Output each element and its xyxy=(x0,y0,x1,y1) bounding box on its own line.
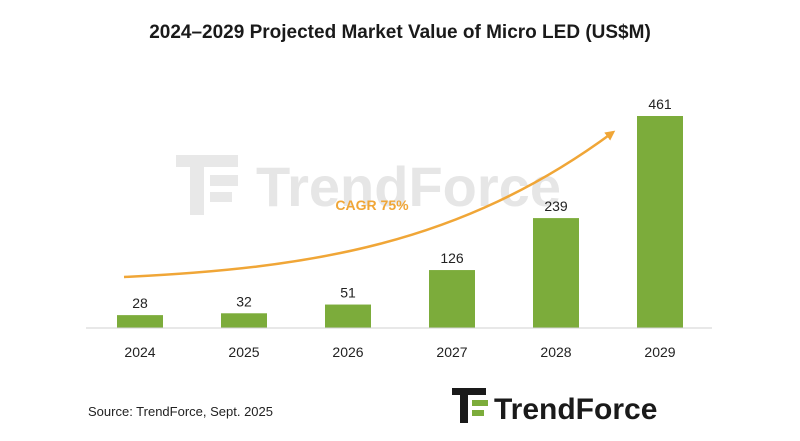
data-label-2026: 51 xyxy=(340,285,356,301)
x-tick-label-2029: 2029 xyxy=(644,344,675,360)
watermark-text: TrendForce xyxy=(256,155,561,218)
data-label-2027: 126 xyxy=(440,250,464,266)
data-label-2028: 239 xyxy=(544,198,568,214)
watermark: TrendForce xyxy=(176,155,561,218)
bar-2024 xyxy=(117,315,163,328)
chart-title: 2024–2029 Projected Market Value of Micr… xyxy=(149,22,651,43)
cagr-trend-arrow xyxy=(123,130,616,279)
bars-group: 28 2024 32 2025 51 2026 126 2027 239 2028 461 2029 xyxy=(117,96,683,360)
trendforce-logo-icon xyxy=(452,388,488,423)
bar-2025 xyxy=(221,313,267,328)
bar-2027 xyxy=(429,270,475,328)
watermark-logo-icon xyxy=(176,155,238,215)
x-tick-label-2026: 2026 xyxy=(332,344,363,360)
bar-2026 xyxy=(325,304,371,328)
bar-2028 xyxy=(533,218,579,328)
data-label-2024: 28 xyxy=(132,295,148,311)
x-tick-label-2024: 2024 xyxy=(124,344,155,360)
data-label-2025: 32 xyxy=(236,293,252,309)
source-note: Source: TrendForce, Sept. 2025 xyxy=(88,404,273,419)
bar-2029 xyxy=(637,116,683,328)
data-label-2029: 461 xyxy=(648,96,672,112)
brand-name: TrendForce xyxy=(494,393,657,426)
x-tick-label-2028: 2028 xyxy=(540,344,571,360)
cagr-annotation: CAGR 75% xyxy=(335,197,409,213)
x-tick-label-2027: 2027 xyxy=(436,344,467,360)
brand-logo: TrendForce xyxy=(452,388,657,426)
x-tick-label-2025: 2025 xyxy=(228,344,259,360)
